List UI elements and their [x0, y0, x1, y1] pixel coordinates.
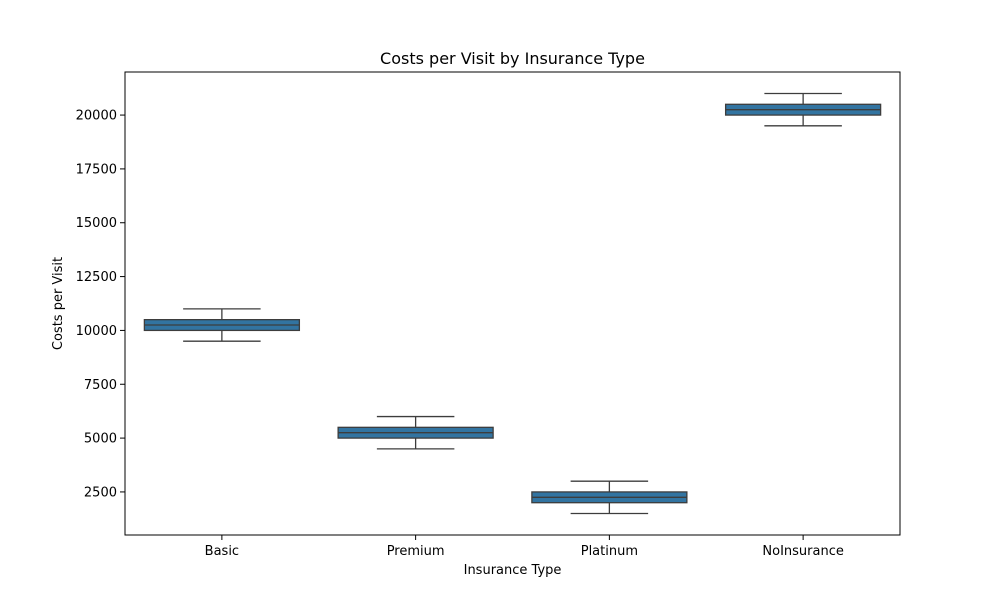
- y-tick-label: 15000: [76, 216, 117, 231]
- y-tick-label: 7500: [84, 378, 117, 393]
- y-tick-label: 10000: [76, 324, 117, 339]
- x-tick-label-noinsurance: NoInsurance: [762, 544, 843, 559]
- y-tick-label: 20000: [76, 109, 117, 124]
- y-tick-label: 5000: [84, 432, 117, 447]
- plot-area: Basic Premium Platinum NoInsurance 2500 5000 7…: [76, 71, 901, 559]
- plot-frame: [124, 71, 901, 536]
- x-axis-label: Insurance Type: [464, 563, 562, 578]
- y-tick-label: 12500: [76, 270, 117, 285]
- chart-title: Costs per Visit by Insurance Type: [380, 49, 645, 68]
- x-tick-label-platinum: Platinum: [581, 544, 638, 559]
- y-axis-label: Costs per Visit: [51, 257, 66, 350]
- x-tick-label-premium: Premium: [387, 544, 445, 559]
- y-tick-label: 2500: [84, 485, 117, 500]
- x-tick-label-basic: Basic: [205, 544, 239, 559]
- y-tick-label: 17500: [76, 162, 117, 177]
